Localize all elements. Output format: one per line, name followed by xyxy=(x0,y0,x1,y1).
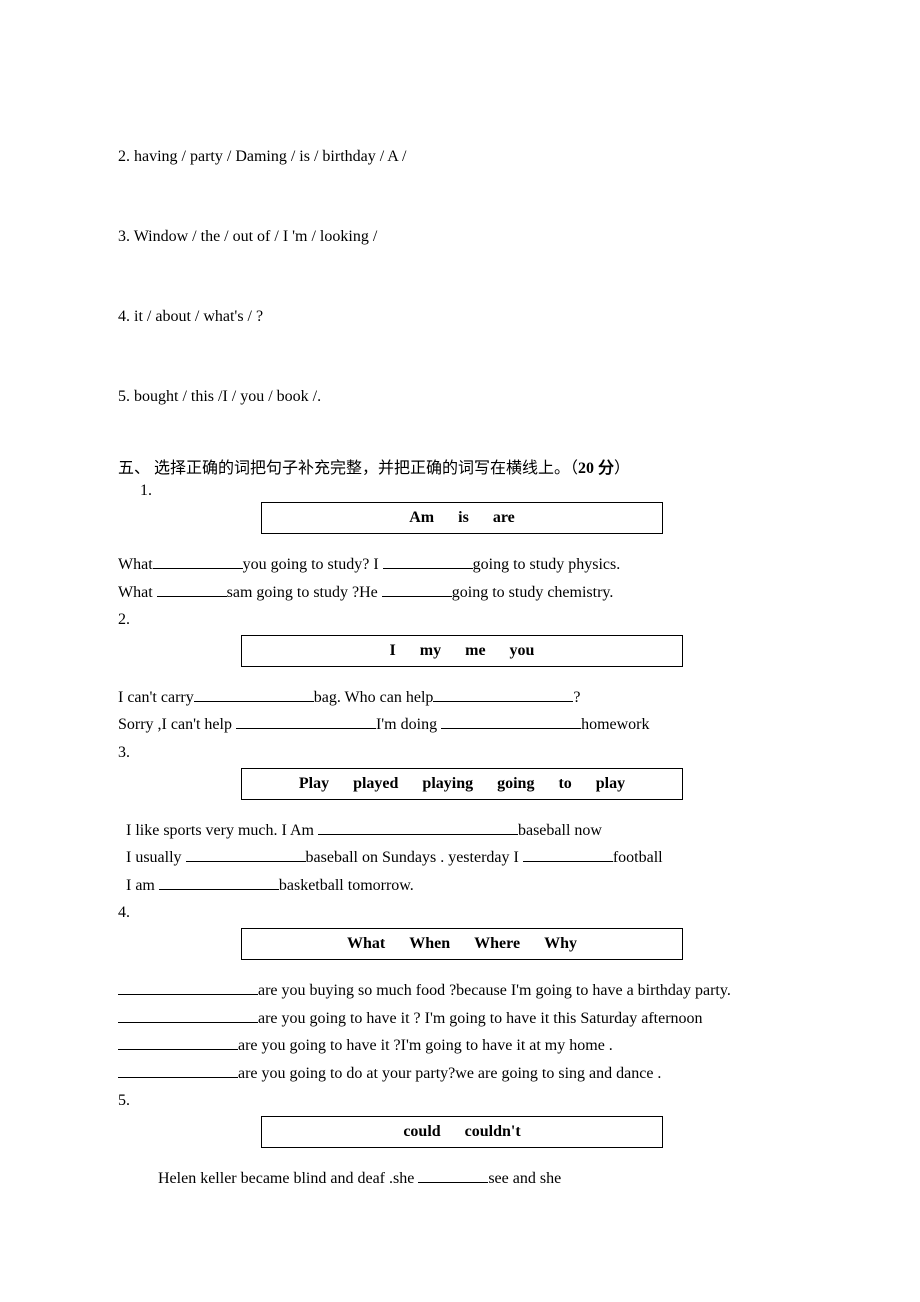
blank-input[interactable] xyxy=(382,580,452,597)
text: football xyxy=(613,849,663,866)
word-box-1-w2: is xyxy=(458,509,469,526)
item-5-line-1: Helen keller became blind and deaf .she … xyxy=(118,1166,806,1192)
word-box-4-w4: Why xyxy=(544,935,577,952)
text: Sorry ,I can't help xyxy=(118,716,236,733)
blank-input[interactable] xyxy=(118,1006,258,1023)
word-box-2-w3: me xyxy=(465,642,485,659)
word-box-3-w3: playing xyxy=(422,775,473,792)
question-5: 5. bought / this /I / you / book /. xyxy=(118,388,806,406)
word-box-3: Play played playing going to play xyxy=(241,768,683,800)
word-box-1-w1: Am xyxy=(409,509,434,526)
text: I'm doing xyxy=(376,716,441,733)
word-box-1: Am is are xyxy=(261,502,663,534)
word-box-1-w3: are xyxy=(493,509,515,526)
word-box-2-w1: I xyxy=(390,642,396,659)
question-3: 3. Window / the / out of / I 'm / lookin… xyxy=(118,228,806,246)
text: baseball on Sundays . yesterday I xyxy=(306,849,523,866)
item-1-line-2: What sam going to study ?He going to stu… xyxy=(118,580,806,606)
item-4-line-4: are you going to do at your party?we are… xyxy=(118,1061,806,1087)
text: are you going to do at your party?we are… xyxy=(238,1065,661,1082)
text: you going to study? I xyxy=(243,556,383,573)
text: baseball now xyxy=(518,822,602,839)
word-box-2-w2: my xyxy=(420,642,441,659)
word-box-3-w2: played xyxy=(353,775,398,792)
item-4-number: 4. xyxy=(118,900,806,926)
word-box-3-w6: play xyxy=(596,775,625,792)
item-1-number: 1. xyxy=(140,482,806,500)
blank-input[interactable] xyxy=(433,685,573,702)
item-3-number: 3. xyxy=(118,740,806,766)
text: I usually xyxy=(126,849,186,866)
blank-input[interactable] xyxy=(318,818,458,835)
item-3-line-3: I am basketball tomorrow. xyxy=(118,873,806,899)
text: What xyxy=(118,584,157,601)
word-box-4-w3: Where xyxy=(474,935,520,952)
blank-input[interactable] xyxy=(118,1061,238,1078)
blank-input[interactable] xyxy=(153,552,243,569)
blank-input[interactable] xyxy=(118,1033,238,1050)
word-box-4-w1: What xyxy=(347,935,385,952)
question-4: 4. it / about / what's / ? xyxy=(118,308,806,326)
item-2-number: 2. xyxy=(118,607,806,633)
word-box-2-w4: you xyxy=(510,642,535,659)
text: going to study chemistry. xyxy=(452,584,614,601)
word-box-3-w1: Play xyxy=(299,775,329,792)
item-1-line-1: What you going to study? I going to study… xyxy=(118,552,806,578)
word-box-5-w2: couldn't xyxy=(465,1123,521,1140)
section-5-title-suffix: ） xyxy=(614,460,630,477)
word-box-3-w4: going xyxy=(497,775,534,792)
item-2-line-1: I can't carry bag. Who can help? xyxy=(118,685,806,711)
word-box-3-w5: to xyxy=(558,775,571,792)
word-box-5: could couldn't xyxy=(261,1116,663,1148)
text: see and she xyxy=(488,1170,561,1187)
item-3-line-2: I usually baseball on Sundays . yesterda… xyxy=(118,845,806,871)
blank-input[interactable] xyxy=(441,712,581,729)
text: sam going to study ?He xyxy=(227,584,382,601)
blank-input[interactable] xyxy=(118,978,258,995)
item-3-line-1: I like sports very much. I Am baseball n… xyxy=(118,818,806,844)
text: going to study physics. xyxy=(473,556,621,573)
blank-input[interactable] xyxy=(236,712,376,729)
text: are you buying so much food ?because I'm… xyxy=(258,982,731,999)
section-5-points: 20 分 xyxy=(578,460,614,477)
blank-input[interactable] xyxy=(186,845,306,862)
text: ? xyxy=(573,689,580,706)
item-4-line-1: are you buying so much food ?because I'm… xyxy=(118,978,806,1004)
item-5-number: 5. xyxy=(118,1088,806,1114)
section-5-title: 五、 选择正确的词把句子补充完整，并把正确的词写在横线上。（20 分） xyxy=(118,454,806,478)
item-4-line-2: are you going to have it ? I'm going to … xyxy=(118,1006,806,1032)
text: are you going to have it ?I'm going to h… xyxy=(238,1037,613,1054)
word-box-5-w1: could xyxy=(403,1123,440,1140)
blank-input[interactable] xyxy=(194,685,314,702)
blank-input[interactable] xyxy=(418,1166,488,1183)
text: What xyxy=(118,556,153,573)
page-container: 2. having / party / Daming / is / birthd… xyxy=(0,0,920,1294)
word-box-4: What When Where Why xyxy=(241,928,683,960)
word-box-2: I my me you xyxy=(241,635,683,667)
blank-input[interactable] xyxy=(458,818,518,835)
text: basketball tomorrow. xyxy=(279,877,414,894)
word-box-4-w2: When xyxy=(409,935,450,952)
section-5-title-prefix: 五、 选择正确的词把句子补充完整，并把正确的词写在横线上。（ xyxy=(118,460,578,477)
text: I like sports very much. I Am xyxy=(126,822,318,839)
text: are you going to have it ? I'm going to … xyxy=(258,1010,703,1027)
item-2-line-2: Sorry ,I can't help I'm doing homework xyxy=(118,712,806,738)
text: I can't carry xyxy=(118,689,194,706)
text: homework xyxy=(581,716,649,733)
blank-input[interactable] xyxy=(523,845,613,862)
text: I am xyxy=(126,877,159,894)
text: Helen keller became blind and deaf .she xyxy=(158,1170,418,1187)
text: bag. Who can help xyxy=(314,689,434,706)
item-4-line-3: are you going to have it ?I'm going to h… xyxy=(118,1033,806,1059)
question-2: 2. having / party / Daming / is / birthd… xyxy=(118,148,806,166)
blank-input[interactable] xyxy=(159,873,279,890)
blank-input[interactable] xyxy=(383,552,473,569)
blank-input[interactable] xyxy=(157,580,227,597)
